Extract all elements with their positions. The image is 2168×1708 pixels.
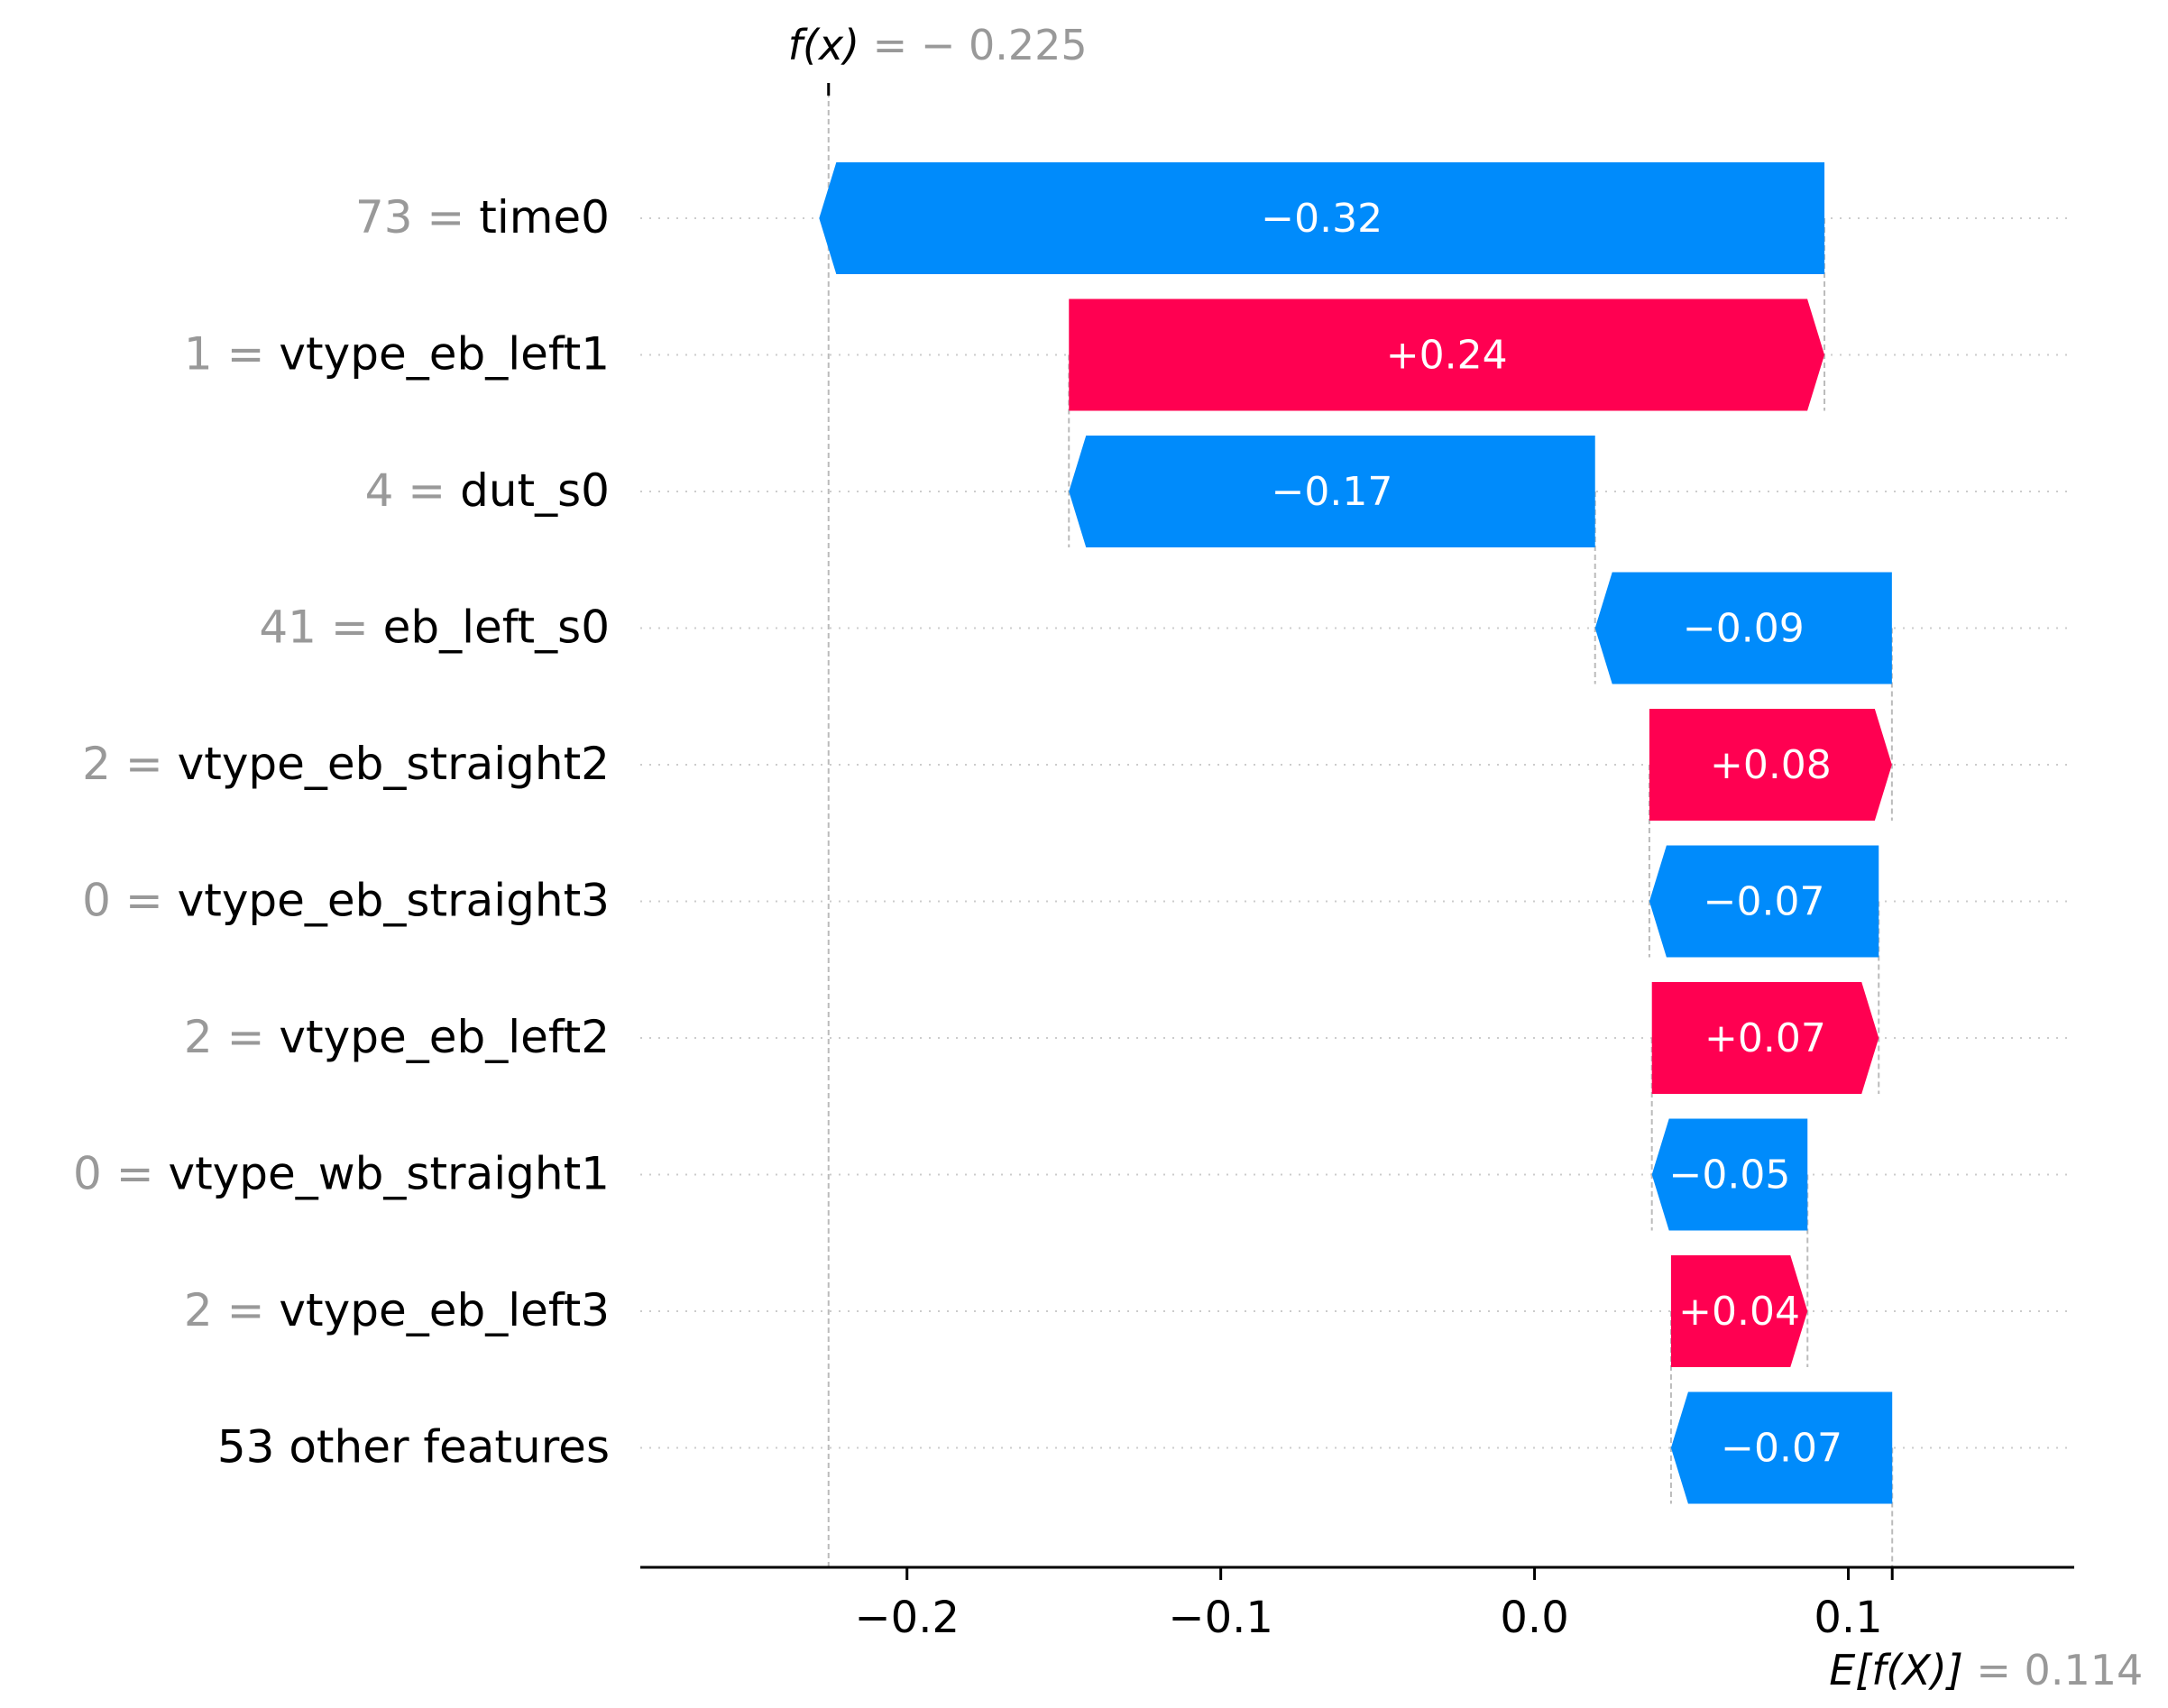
x-axis: −0.2 −0.1 0.0 0.1: [640, 1566, 2074, 1643]
x-tick-label: 0.0: [1500, 1593, 1568, 1643]
feature-label: 2 = vtype_eb_left3: [184, 1284, 610, 1336]
annotations: f(x) = − 0.225 E[f(X)] = 0.114: [788, 21, 2143, 1694]
bar-value-label: −0.05: [1669, 1152, 1791, 1198]
fx-symbol: f(x): [788, 21, 859, 69]
feature-label: 53 other features: [217, 1421, 610, 1474]
feature-label: 73 = time0: [355, 191, 610, 243]
feature-label: 41 = eb_left_s0: [259, 601, 610, 654]
ex-symbol: E[f(X)]: [1829, 1646, 1963, 1694]
fx-annotation: f(x) = − 0.225: [788, 21, 1088, 69]
feature-name: vtype_eb_left3: [279, 1284, 610, 1336]
positive-bar: [1649, 709, 1892, 821]
bar-value-label: +0.08: [1710, 742, 1832, 788]
positive-bar: [1670, 1255, 1808, 1367]
feature-value: 4 =: [365, 464, 461, 517]
bar-value-label: +0.24: [1386, 333, 1508, 379]
feature-label: 0 = vtype_eb_straight3: [82, 875, 610, 927]
feature-name: dut_s0: [460, 464, 610, 517]
x-tick-label: 0.1: [1814, 1593, 1882, 1643]
feature-name: vtype_eb_straight3: [178, 875, 610, 927]
negative-bar: [1670, 1391, 1893, 1504]
negative-bar: [1651, 1118, 1808, 1231]
feature-labels: 73 = time0 1 = vtype_eb_left1 4 = dut_s0 41…: [73, 191, 610, 1474]
negative-bar: [1649, 845, 1879, 958]
feature-value: 1 =: [184, 328, 280, 381]
x-tick-label: −0.1: [1168, 1593, 1273, 1643]
feature-name: vtype_eb_left1: [279, 328, 610, 381]
positive-bar: [1069, 298, 1825, 411]
bar-value-label: −0.32: [1261, 196, 1383, 242]
ex-value: = 0.114: [1963, 1646, 2143, 1694]
bar-value-label: −0.07: [1704, 879, 1825, 925]
feature-label: 4 = dut_s0: [365, 464, 610, 517]
ex-annotation: E[f(X)] = 0.114: [1829, 1646, 2143, 1694]
feature-value: 73 =: [355, 191, 479, 243]
feature-name: vtype_eb_straight2: [178, 738, 610, 790]
feature-label: 1 = vtype_eb_left1: [184, 328, 610, 381]
negative-bar: [1594, 572, 1892, 684]
bar-value-label: −0.07: [1721, 1426, 1842, 1472]
negative-bar: [819, 162, 1825, 274]
feature-label: 2 = vtype_eb_straight2: [82, 738, 610, 790]
feature-name: eb_left_s0: [383, 601, 610, 654]
feature-name: vtype_wb_straight1: [168, 1148, 610, 1200]
feature-value: 2 =: [184, 1284, 280, 1336]
feature-value: 2 =: [184, 1011, 280, 1063]
feature-name: time0: [479, 191, 610, 243]
bar-value-label: −0.17: [1272, 469, 1393, 515]
feature-label: 2 = vtype_eb_left2: [184, 1011, 610, 1063]
fx-value: = − 0.225: [859, 21, 1088, 69]
bars: −0.32 +0.24 −0.17 −0.09 +0.08 −0.07 +0.07 −0.05…: [819, 162, 1893, 1504]
x-tick-label: −0.2: [854, 1593, 960, 1643]
feature-value: 41 =: [259, 601, 382, 654]
feature-value: 2 =: [82, 738, 178, 790]
negative-bar: [1069, 436, 1595, 547]
feature-value: 0 =: [82, 875, 178, 927]
bar-value-label: +0.07: [1704, 1015, 1826, 1061]
feature-label: 0 = vtype_wb_straight1: [73, 1148, 610, 1200]
bar-value-label: −0.09: [1683, 606, 1805, 652]
feature-value: 0 =: [73, 1148, 169, 1200]
bar-value-label: +0.04: [1678, 1289, 1800, 1335]
feature-name: vtype_eb_left2: [279, 1011, 610, 1063]
positive-bar: [1651, 982, 1879, 1094]
feature-name: 53 other features: [217, 1421, 610, 1474]
